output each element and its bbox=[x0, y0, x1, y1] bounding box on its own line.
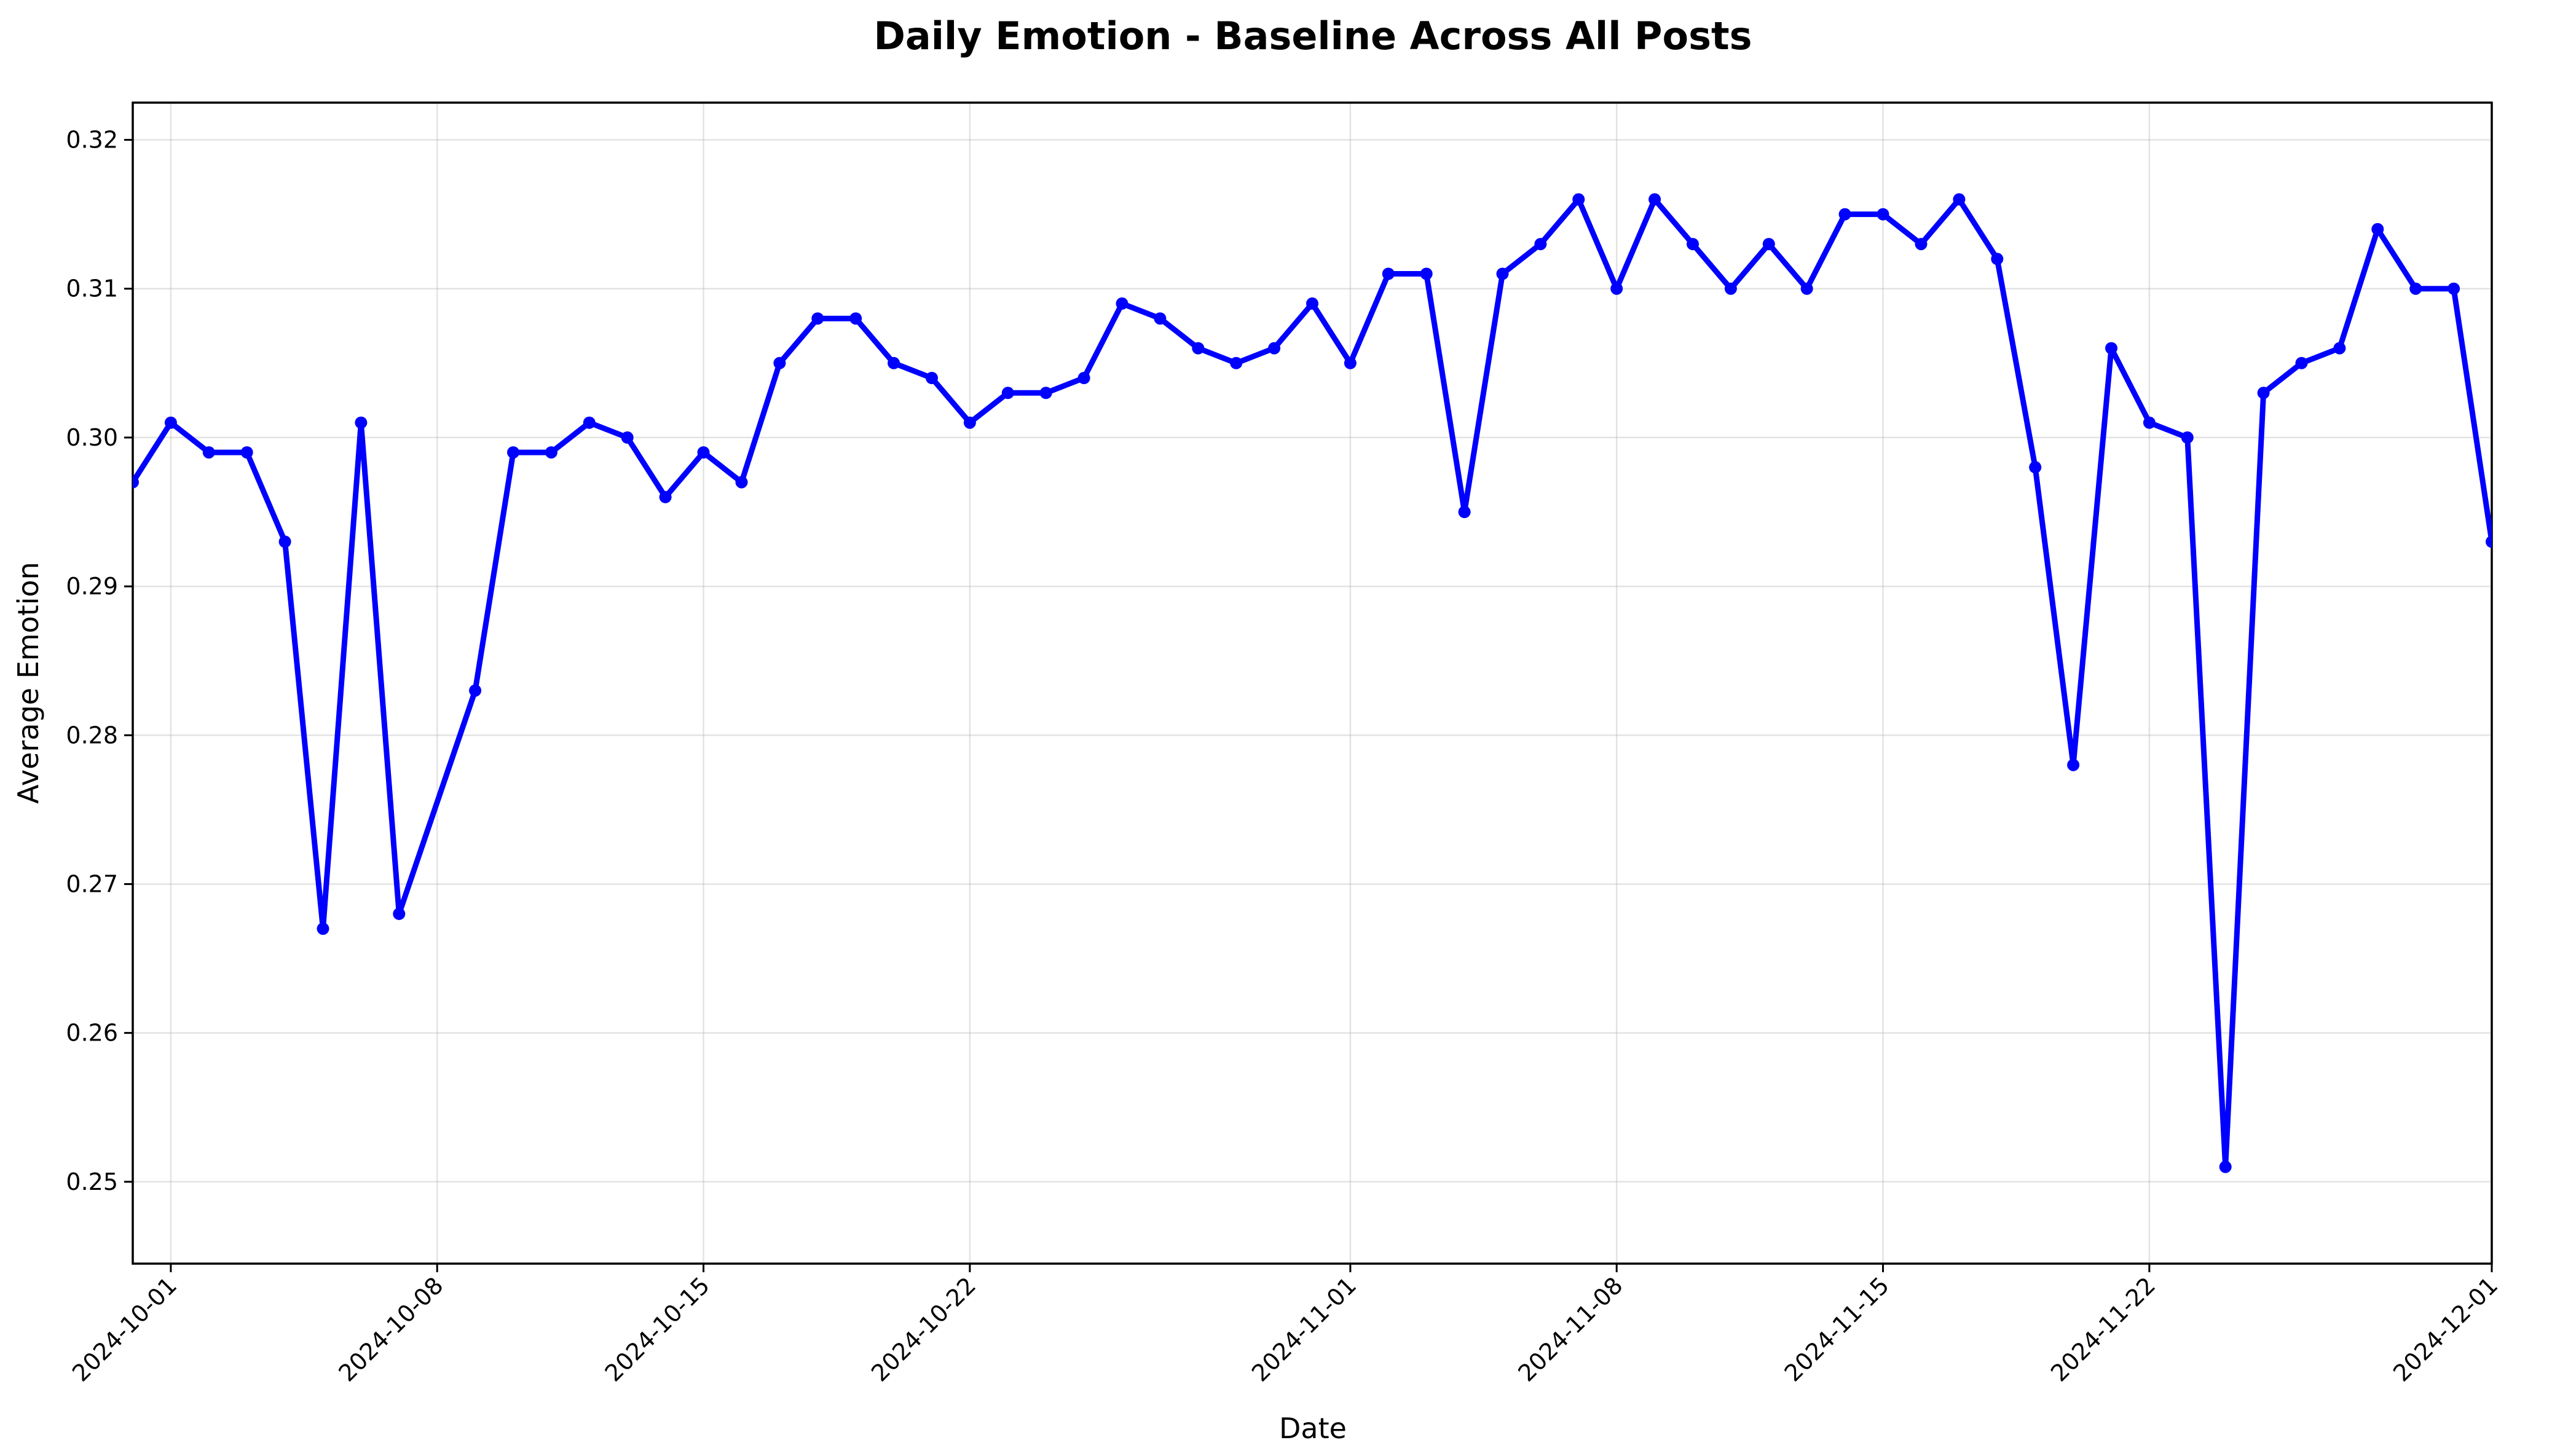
y-tick-label: 0.30 bbox=[66, 424, 118, 451]
data-point bbox=[1953, 193, 1966, 206]
data-point bbox=[1154, 312, 1167, 325]
data-point bbox=[1572, 193, 1585, 206]
data-point bbox=[888, 356, 900, 369]
data-point bbox=[1001, 387, 1014, 399]
data-point bbox=[1039, 387, 1052, 399]
data-point bbox=[2448, 282, 2460, 295]
data-point bbox=[1382, 267, 1395, 280]
data-point bbox=[507, 446, 519, 459]
data-point bbox=[240, 446, 253, 459]
y-tick-label: 0.28 bbox=[66, 722, 118, 749]
data-point bbox=[2333, 342, 2346, 355]
data-point bbox=[2486, 535, 2492, 548]
data-point bbox=[1991, 253, 2004, 266]
data-point bbox=[2105, 342, 2117, 355]
data-point bbox=[2029, 461, 2042, 474]
data-point bbox=[2257, 387, 2270, 399]
data-point bbox=[1762, 238, 1775, 251]
chart-title: Daily Emotion - Baseline Across All Post… bbox=[873, 14, 1752, 58]
data-point bbox=[1534, 238, 1547, 251]
x-tick-label: 2024-11-01 bbox=[1247, 1272, 1361, 1387]
data-point bbox=[545, 446, 557, 459]
data-point bbox=[1687, 238, 1699, 251]
y-tick-label: 0.26 bbox=[66, 1020, 118, 1047]
data-point bbox=[849, 312, 862, 325]
data-point bbox=[355, 416, 368, 429]
data-point bbox=[164, 416, 177, 429]
y-tick-label: 0.32 bbox=[66, 127, 118, 154]
y-axis-label: Average Emotion bbox=[12, 562, 45, 804]
data-point bbox=[1306, 297, 1318, 310]
data-point bbox=[317, 923, 329, 935]
x-tick-label: 2024-11-08 bbox=[1513, 1272, 1628, 1387]
data-point bbox=[811, 312, 824, 325]
data-point bbox=[1116, 297, 1128, 310]
data-point bbox=[2295, 356, 2308, 369]
data-point bbox=[1420, 267, 1433, 280]
data-point bbox=[1268, 342, 1281, 355]
x-tick-label: 2024-10-01 bbox=[67, 1272, 182, 1387]
data-point bbox=[926, 372, 938, 384]
y-tick-label: 0.25 bbox=[66, 1168, 118, 1195]
data-point bbox=[1915, 238, 1928, 251]
data-point bbox=[2067, 758, 2080, 771]
data-point bbox=[1496, 267, 1509, 280]
x-tick-label: 2024-11-15 bbox=[1779, 1272, 1894, 1387]
data-point bbox=[621, 431, 634, 444]
y-tick-label: 0.29 bbox=[66, 573, 118, 600]
data-point bbox=[469, 684, 482, 697]
data-point bbox=[1648, 193, 1661, 206]
data-point bbox=[583, 416, 596, 429]
series-group bbox=[133, 193, 2492, 1173]
data-point bbox=[2371, 222, 2384, 235]
data-point bbox=[773, 356, 786, 369]
x-tick-label: 2024-10-22 bbox=[866, 1272, 981, 1387]
data-point bbox=[2143, 416, 2156, 429]
series bbox=[133, 193, 2492, 1173]
data-point bbox=[963, 416, 976, 429]
data-point bbox=[1610, 282, 1623, 295]
data-point bbox=[1838, 208, 1851, 221]
data-point bbox=[1724, 282, 1737, 295]
plot-frame bbox=[132, 101, 2493, 1265]
data-point bbox=[2219, 1160, 2232, 1173]
data-point bbox=[1077, 372, 1090, 384]
data-point bbox=[202, 446, 215, 459]
x-tick-label: 2024-12-01 bbox=[2388, 1272, 2503, 1387]
data-point bbox=[133, 476, 139, 489]
data-point bbox=[697, 446, 710, 459]
data-point bbox=[1877, 208, 1889, 221]
data-point bbox=[735, 476, 748, 489]
x-tick-label: 2024-11-22 bbox=[2046, 1272, 2160, 1387]
x-tick-label: 2024-10-15 bbox=[600, 1272, 715, 1387]
data-point bbox=[2181, 431, 2194, 444]
x-axis-label: Date bbox=[1279, 1412, 1347, 1445]
grid bbox=[133, 103, 2493, 1264]
data-point bbox=[1800, 282, 1813, 295]
data-point bbox=[1192, 342, 1205, 355]
data-point bbox=[393, 907, 406, 920]
axis-ticks: 0.25 0.26 0.27 0.28 0.29 0.30 0.31 0.32 2024-10-… bbox=[66, 127, 2503, 1387]
data-point bbox=[278, 535, 291, 548]
x-tick-label: 2024-10-08 bbox=[333, 1272, 448, 1387]
series-line bbox=[133, 196, 2492, 1170]
y-tick-label: 0.27 bbox=[66, 870, 118, 897]
data-point bbox=[1344, 356, 1357, 369]
data-point bbox=[1458, 506, 1471, 518]
data-point bbox=[659, 490, 672, 503]
data-point bbox=[2409, 282, 2422, 295]
y-tick-label: 0.31 bbox=[66, 275, 118, 302]
data-point bbox=[1230, 356, 1243, 369]
